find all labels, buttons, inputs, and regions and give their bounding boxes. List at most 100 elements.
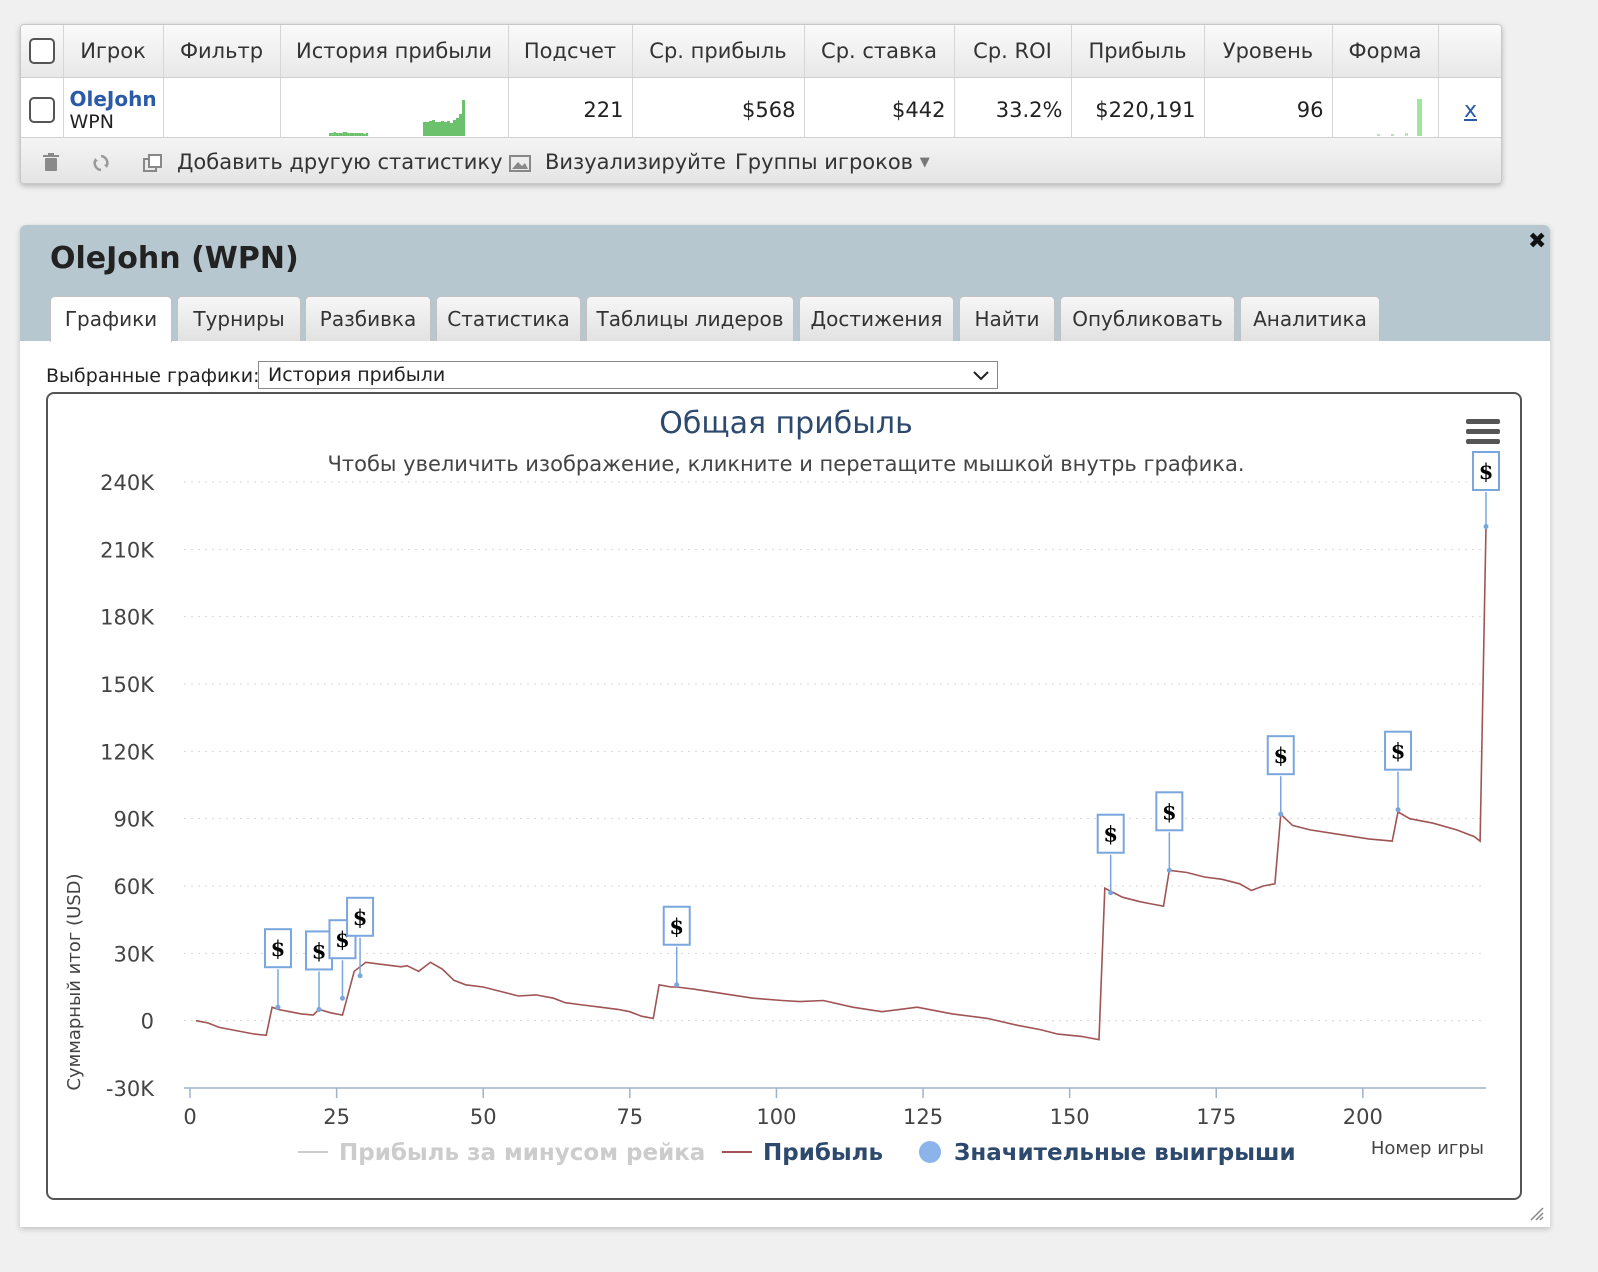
x-tick-label: 75 <box>616 1105 643 1129</box>
chevron-down-icon <box>973 371 989 381</box>
filter-cell[interactable] <box>163 77 281 143</box>
stats-toolbar: Добавить другую статистику Визуализируйт… <box>21 137 1501 183</box>
sparkline-bar <box>363 133 366 136</box>
sparkline-bar <box>422 121 426 136</box>
panel-title: OleJohn (WPN) <box>50 241 299 276</box>
tab-statistics[interactable]: Статистика <box>436 296 581 341</box>
col-header-remove <box>1438 25 1501 78</box>
sparkline-bar <box>351 132 354 136</box>
big-win-flag[interactable]: $ <box>263 928 292 1010</box>
profit-chart[interactable]: Общая прибыль Чтобы увеличить изображени… <box>48 394 1520 1198</box>
sparkline-bar <box>365 132 368 136</box>
chart-subtitle: Чтобы увеличить изображение, кликните и … <box>327 452 1244 476</box>
legend-item-big-wins[interactable]: Значительные выигрыши <box>954 1140 1296 1166</box>
svg-text:$: $ <box>312 938 327 963</box>
chart-legend: Прибыль за минусом рейка Прибыль Значите… <box>298 1140 1296 1166</box>
player-name-link[interactable]: OleJohn <box>69 87 157 111</box>
remove-player-link[interactable]: x <box>1463 97 1478 123</box>
add-stats-icon[interactable] <box>143 153 163 173</box>
sparkline-bar <box>333 131 336 136</box>
x-tick-label: 125 <box>903 1105 943 1129</box>
sparkline-bar <box>428 120 432 136</box>
col-header-filter[interactable]: Фильтр <box>163 25 281 78</box>
col-header-avg-stake[interactable]: Ср. ставка <box>804 25 955 78</box>
stats-grid: Игрок Фильтр История прибыли Подсчет Ср.… <box>21 25 1501 143</box>
big-win-flag[interactable]: $ <box>1266 735 1295 817</box>
visualize-button[interactable]: Визуализируйте <box>545 150 726 174</box>
col-header-form[interactable]: Форма <box>1332 25 1439 78</box>
x-tick-label: 150 <box>1050 1105 1090 1129</box>
trash-icon[interactable] <box>41 153 61 173</box>
big-win-flag[interactable]: $ <box>1472 451 1500 529</box>
profit-chart-container[interactable]: Общая прибыль Чтобы увеличить изображени… <box>46 392 1522 1200</box>
big-win-flag[interactable]: $ <box>346 896 375 979</box>
tab-breakdown[interactable]: Разбивка <box>305 296 431 341</box>
col-header-level[interactable]: Уровень <box>1204 25 1333 78</box>
svg-text:$: $ <box>1273 743 1288 768</box>
close-icon[interactable]: ✖ <box>1528 229 1547 254</box>
row-select-cell[interactable] <box>21 77 64 143</box>
y-tick-label: 180K <box>100 606 155 630</box>
refresh-icon[interactable] <box>91 153 111 173</box>
resize-grip-icon[interactable] <box>1528 1205 1544 1221</box>
sparkline-bar <box>344 131 347 136</box>
row-checkbox[interactable] <box>28 97 55 123</box>
avg-profit-cell: $568 <box>632 77 805 143</box>
col-header-profit[interactable]: Прибыль <box>1071 25 1205 78</box>
tab-leaderboards[interactable]: Таблицы лидеров <box>586 296 794 341</box>
tab-find[interactable]: Найти <box>959 296 1055 341</box>
x-tick-label: 25 <box>323 1105 350 1129</box>
y-tick-label: 90K <box>114 808 156 832</box>
table-row: OleJohn WPN 221 $568 $442 33.2% $220,191… <box>21 77 1501 143</box>
svg-text:$: $ <box>669 914 684 939</box>
legend-item-net-profit[interactable]: Прибыль за минусом рейка <box>339 1140 705 1166</box>
svg-text:$: $ <box>353 905 368 930</box>
col-header-avg-roi[interactable]: Ср. ROI <box>954 25 1072 78</box>
y-tick-label: 30K <box>114 942 156 966</box>
big-win-flag[interactable]: $ <box>662 905 691 988</box>
add-stats-button[interactable]: Добавить другую статистику <box>177 150 503 174</box>
x-tick-label: 175 <box>1196 1105 1236 1129</box>
hamburger-menu-icon[interactable] <box>1466 419 1500 444</box>
x-axis-label: Номер игры <box>1371 1138 1484 1159</box>
sparkline-bar <box>434 121 438 136</box>
sparkline-bar <box>425 121 429 136</box>
big-win-flag[interactable]: $ <box>305 930 334 1012</box>
tab-analytics[interactable]: Аналитика <box>1240 296 1380 341</box>
y-tick-label: -30K <box>106 1077 155 1101</box>
tab-achievements[interactable]: Достижения <box>799 296 954 341</box>
sparkline-bar <box>330 132 334 136</box>
legend-item-profit[interactable]: Прибыль <box>763 1140 883 1166</box>
sparkline-bar <box>443 121 447 136</box>
form-cell <box>1332 77 1439 143</box>
profit-cell: $220,191 <box>1071 77 1205 143</box>
select-all-header[interactable] <box>21 25 64 78</box>
x-tick-label: 50 <box>470 1105 497 1129</box>
stats-header-row: Игрок Фильтр История прибыли Подсчет Ср.… <box>21 25 1501 78</box>
svg-text:$: $ <box>1479 459 1494 484</box>
sparkline-bar <box>360 132 363 136</box>
tab-publish[interactable]: Опубликовать <box>1060 296 1235 341</box>
big-win-flag[interactable]: $ <box>1155 791 1184 873</box>
tab-tournaments[interactable]: Турниры <box>177 296 301 341</box>
chart-select-dropdown[interactable]: История прибыли <box>258 361 998 389</box>
profit-history-cell <box>280 77 509 143</box>
col-header-avg-profit[interactable]: Ср. прибыль <box>632 25 805 78</box>
y-tick-label: 240K <box>100 471 155 495</box>
remove-cell: x <box>1438 77 1501 143</box>
player-groups-dropdown[interactable]: Группы игроков ▼ <box>735 150 930 174</box>
select-all-checkbox[interactable] <box>28 37 55 64</box>
svg-text:$: $ <box>1162 799 1177 824</box>
col-header-profit-history[interactable]: История прибыли <box>280 25 509 78</box>
chart-title: Общая прибыль <box>659 406 913 441</box>
image-icon[interactable] <box>509 153 531 173</box>
tab-charts[interactable]: Графики <box>50 296 172 342</box>
big-win-flag[interactable]: $ <box>1384 730 1413 813</box>
series-line-profit[interactable] <box>195 526 1487 1041</box>
chart-select-label: Выбранные графики: <box>46 365 260 387</box>
col-header-count[interactable]: Подсчет <box>508 25 633 78</box>
sparkline-bar <box>335 132 338 136</box>
x-tick-label: 0 <box>183 1105 196 1129</box>
big-win-flag[interactable]: $ <box>1096 813 1125 896</box>
col-header-player[interactable]: Игрок <box>63 25 164 78</box>
